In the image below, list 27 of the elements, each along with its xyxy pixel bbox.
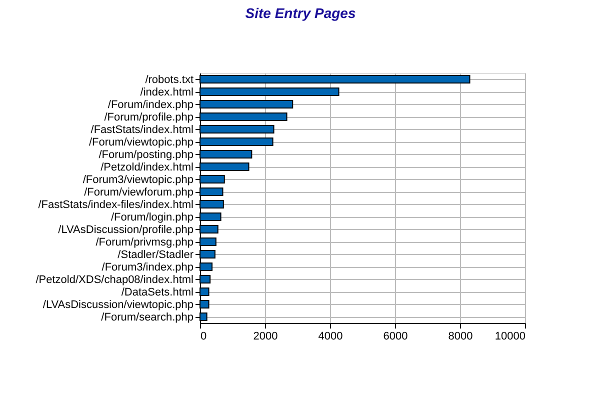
y-tick-label: /Forum/privmsg.php <box>96 236 194 248</box>
y-tick-label: /Forum/viewforum.php <box>84 186 194 198</box>
x-tick-label: 6000 <box>383 330 408 342</box>
y-tick-label: /Forum/viewtopic.php <box>88 136 194 148</box>
y-tick-label: /LVAsDiscussion/viewtopic.php <box>42 298 194 311</box>
x-tick-label: 0 <box>200 330 207 342</box>
y-tick-label: /robots.txt <box>145 74 194 86</box>
y-tick-label: /Forum3/index.php <box>102 261 194 274</box>
y-tick-label: /Forum/profile.php <box>104 111 194 124</box>
y-tick-label: /Forum/search.php <box>101 311 194 324</box>
y-tick-label: /DataSets.html <box>121 286 194 298</box>
y-tick-label: /FastStats/index-files/index.html <box>38 198 194 211</box>
y-tick-label: /Forum/login.php <box>110 211 194 224</box>
y-tick-label: /Petzold/XDS/chap08/index.html <box>36 274 194 286</box>
y-tick-label: /index.html <box>140 86 194 98</box>
y-tick-label: /Forum/index.php <box>108 98 194 111</box>
y-tick-label: /Forum3/viewtopic.php <box>82 174 194 186</box>
chart-title: Site Entry Pages <box>245 5 356 21</box>
x-tick-label: 4000 <box>318 330 343 342</box>
y-tick-label: /Forum/posting.php <box>98 148 194 161</box>
y-tick-label: /Stadler/Stadler <box>118 248 194 261</box>
x-tick-label: 2000 <box>253 330 278 342</box>
y-tick-label: /LVAsDiscussion/profile.php <box>58 224 194 236</box>
x-tick-label: 10000 <box>494 330 526 342</box>
y-tick-label: /FastStats/index.html <box>90 124 194 136</box>
x-tick-label: 8000 <box>448 330 473 342</box>
y-tick-label: /Petzold/index.html <box>100 161 194 174</box>
